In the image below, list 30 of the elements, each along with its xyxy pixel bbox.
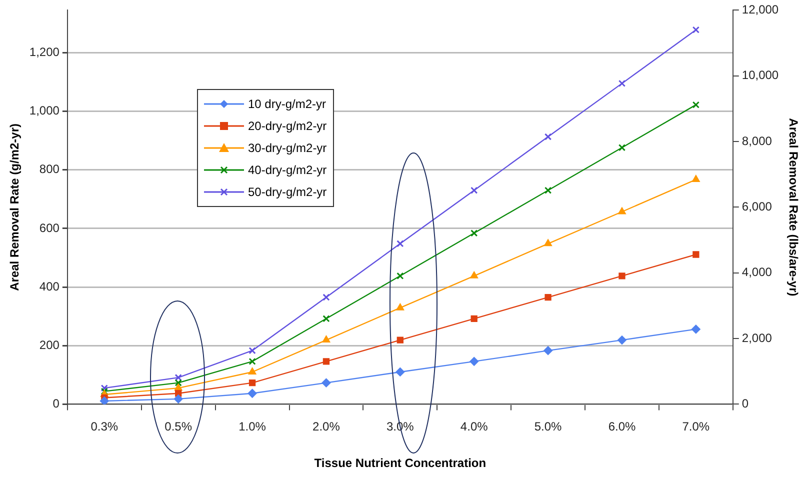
y2-tick-label: 2,000 (742, 330, 772, 345)
y2-axis-title: Areal Removal Rate (lbs/are-yr) (786, 118, 800, 296)
y-tick-label: 800 (39, 162, 60, 176)
y2-tick-label: 10,000 (742, 68, 779, 82)
y2-tick-label: 6,000 (742, 200, 772, 214)
x-tick-label: 5.0% (534, 420, 562, 434)
y2-tick-label: 12,000 (742, 2, 779, 17)
y-axis-title: Areal Removal Rate (g/m2-yr) (8, 124, 22, 291)
legend-label: 30-dry-g/m2-yr (248, 141, 327, 155)
x-tick-label: 0.5% (164, 420, 192, 434)
x-axis-title: Tissue Nutrient Concentration (314, 456, 486, 470)
x-tick-label: 6.0% (608, 420, 636, 434)
y-tick-label: 0 (52, 396, 60, 411)
y-tick-label: 400 (39, 279, 60, 294)
x-tick-label: 4.0% (460, 420, 488, 434)
x-tick-label: 0.3% (90, 420, 118, 434)
x-tick-label: 1.0% (238, 420, 266, 434)
y2-tick-label: 8,000 (742, 134, 772, 148)
legend-label: 10 dry-g/m2-yr (248, 97, 326, 111)
x-tick-label: 2.0% (312, 420, 340, 434)
y-tick-label: 600 (39, 220, 60, 235)
y2-tick-label: 4,000 (742, 265, 772, 280)
legend-label: 20-dry-g/m2-yr (248, 119, 327, 133)
x-tick-label: 7.0% (682, 420, 710, 434)
legend-label: 40-dry-g/m2-yr (248, 163, 327, 177)
legend-label: 50-dry-g/m2-yr (248, 185, 327, 199)
y2-tick-label: 0 (742, 396, 749, 411)
y-tick-label: 200 (39, 338, 60, 352)
y-tick-label: 1,000 (29, 104, 60, 118)
y-tick-label: 1,200 (29, 44, 60, 59)
